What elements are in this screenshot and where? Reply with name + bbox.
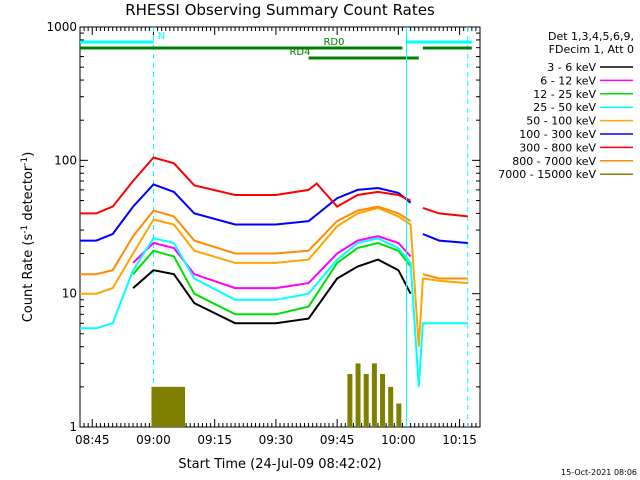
x-tick-label: 10:15 [442,433,477,447]
series-bar-7000-15000-kev [388,386,394,427]
x-tick-label: 10:00 [381,433,416,447]
series-bar-7000-15000-kev [163,386,169,427]
series-bar-7000-15000-kev [159,386,165,427]
legend-label: 100 - 300 keV [519,128,596,141]
legend-label: 7000 - 15000 keV [498,168,596,181]
flag-label-rd0: RD0 [323,37,344,48]
legend-label: 6 - 12 keV [540,74,596,87]
y-tick-label: 1 [69,420,77,434]
x-tick-label: 08:45 [75,433,110,447]
series-bar-7000-15000-kev [396,403,402,427]
legend-header-2: FDecim 1, Att 0 [549,43,634,56]
date-stamp: 15-Oct-2021 08:06 [561,468,637,477]
legend-header-1: Det 1,3,4,5,6,9, [548,30,634,43]
x-tick-label: 09:00 [136,433,171,447]
x-tick-label: 09:30 [259,433,294,447]
series-bar-7000-15000-kev [363,373,369,427]
legend-label: 3 - 6 keV [547,61,596,74]
legend-label: 25 - 50 keV [533,101,596,114]
series-bar-7000-15000-kev [175,386,181,427]
series-line-3-6-kev [132,258,412,325]
series-bar-7000-15000-kev [171,386,177,427]
series-bar-7000-15000-kev [167,386,173,427]
series-bar-7000-15000-kev [155,386,161,427]
x-tick-label: 09:15 [197,433,232,447]
series-line-6-12-kev [132,235,412,290]
flag-label-rd4: RD4 [289,47,310,58]
series-bar-7000-15000-kev [371,363,377,427]
x-tick-label: 09:45 [320,433,355,447]
series-line-800-7000-kev [80,205,468,280]
y-axis-label: Count Rate (s-1 detector-1) [20,152,36,323]
y-tick-label: 100 [54,153,77,167]
x-axis-label: Start Time (24-Jul-09 08:42:02) [178,457,381,472]
legend-label: 50 - 100 keV [526,115,596,128]
series-bar-7000-15000-kev [180,386,186,427]
flag-label-n: N [158,31,165,42]
legend-label: 800 - 7000 keV [512,155,596,168]
series-bar-7000-15000-kev [347,373,353,427]
series-line-12-25-kev [132,241,412,316]
series-bar-7000-15000-kev [355,363,361,427]
series-bar-7000-15000-kev [151,386,157,427]
legend: Det 1,3,4,5,6,9, FDecim 1, Att 0 3 - 6 k… [498,30,634,181]
series-line-25-50-kev [80,237,468,387]
plot-area: 1 10 100 1000 08:45 09:00 09:15 09:30 09:45 10:00… [46,20,481,447]
legend-label: 12 - 25 keV [533,88,596,101]
legend-label: 300 - 800 keV [519,141,596,154]
y-tick-label: 10 [62,287,77,301]
series-line-100-300-kev [80,183,468,244]
y-tick-label: 1000 [46,20,77,34]
chart-title: RHESSI Observing Summary Count Rates [125,1,435,19]
series-bar-7000-15000-kev [380,373,386,427]
series-line-300-800-kev [80,156,468,218]
series-line-50-100-kev [80,206,468,347]
